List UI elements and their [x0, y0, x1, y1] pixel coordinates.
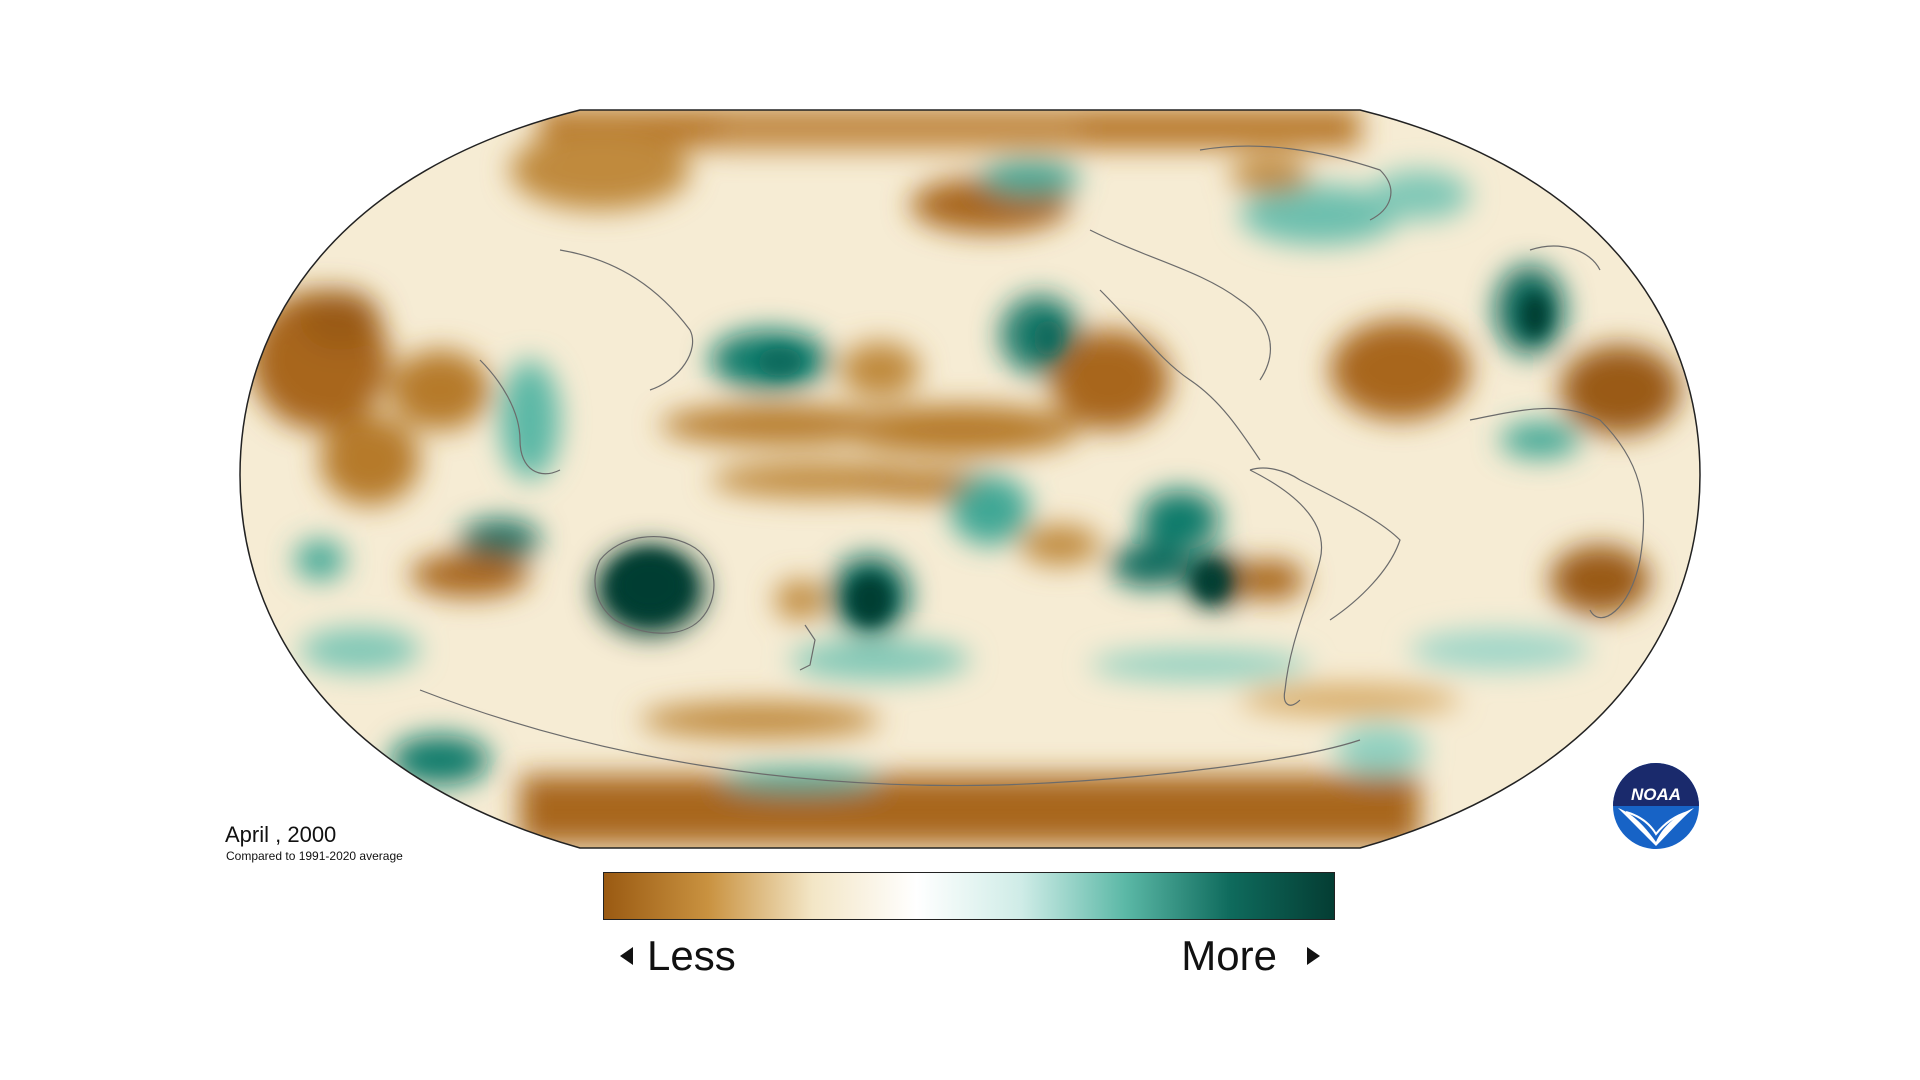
map-baseline-subtitle: Compared to 1991-2020 average — [226, 849, 403, 863]
legend-more: More — [1181, 930, 1320, 982]
right-triangle-icon — [1307, 947, 1320, 965]
left-triangle-icon — [620, 947, 633, 965]
coastlines — [419, 145, 1645, 787]
anomaly-field — [240, 110, 1700, 848]
noaa-logo-icon: NOAA — [1613, 763, 1699, 849]
legend-less-label: Less — [647, 932, 736, 979]
map-date-title: April , 2000 — [225, 822, 337, 847]
globe-outline — [239, 109, 1701, 849]
colorbar — [603, 872, 1335, 920]
legend-more-label: More — [1181, 932, 1277, 979]
legend-less: Less — [620, 930, 736, 982]
noaa-logo-text: NOAA — [1631, 785, 1681, 804]
